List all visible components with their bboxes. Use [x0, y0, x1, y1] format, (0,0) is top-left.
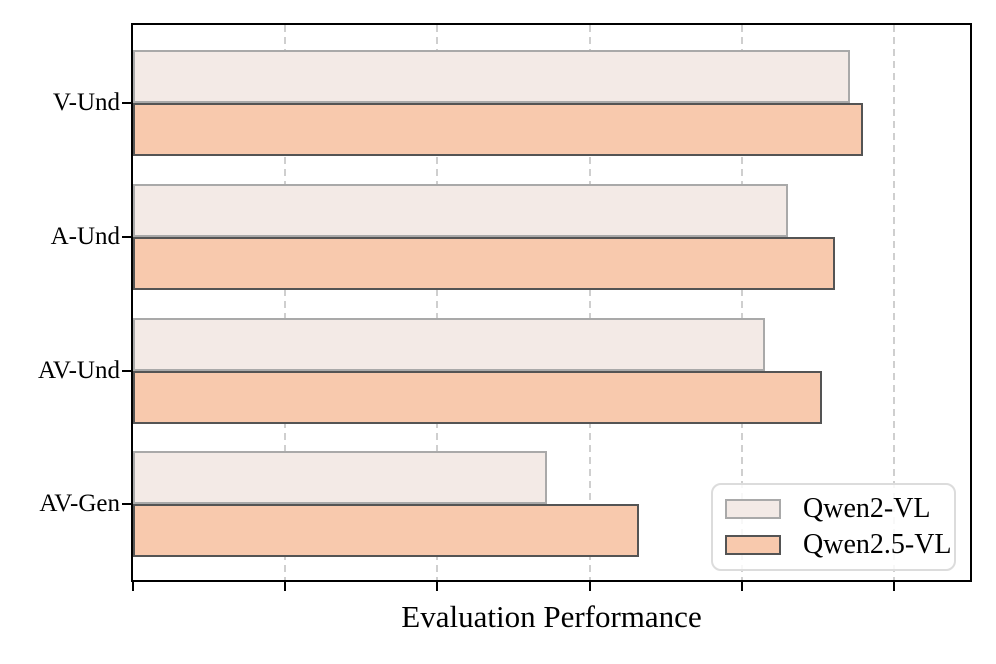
legend-swatch-qwen2-vl — [725, 499, 781, 519]
legend-label-qwen2-5-vl: Qwen2.5-VL — [803, 529, 952, 560]
legend-swatch-qwen2-5-vl — [725, 535, 781, 555]
gridline-x-80 — [740, 25, 743, 580]
bar-a-und-qwen2-5-vl — [133, 237, 835, 290]
y-tick-av-und — [122, 370, 131, 372]
bar-v-und-qwen2-5-vl — [133, 103, 863, 156]
legend: Qwen2-VL Qwen2.5-VL — [711, 483, 956, 571]
legend-label-qwen2-vl: Qwen2-VL — [803, 493, 931, 524]
bar-av-gen-qwen2-5-vl — [133, 504, 639, 557]
y-tick-label-av-gen: AV-Gen — [39, 490, 120, 517]
x-tick-40 — [436, 582, 439, 591]
y-tick-a-und — [122, 236, 131, 238]
bar-av-gen-qwen2-vl — [133, 451, 547, 504]
gridline-x-40 — [436, 25, 439, 580]
bar-a-und-qwen2-vl — [133, 184, 788, 237]
x-tick-60 — [588, 582, 591, 591]
gridline-x-20 — [284, 25, 287, 580]
x-tick-100 — [892, 582, 895, 591]
legend-item-qwen2-vl: Qwen2-VL — [725, 495, 944, 523]
bar-av-und-qwen2-vl — [133, 318, 765, 371]
y-tick-av-gen — [122, 503, 131, 505]
x-tick-80 — [740, 582, 743, 591]
y-tick-v-und — [122, 102, 131, 104]
y-tick-label-a-und: A-Und — [50, 223, 120, 250]
x-tick-20 — [284, 582, 287, 591]
gridline-x-60 — [588, 25, 591, 580]
bar-av-und-qwen2-5-vl — [133, 371, 822, 424]
legend-item-qwen2-5-vl: Qwen2.5-VL — [725, 531, 952, 559]
gridline-x-100 — [892, 25, 895, 580]
x-axis-title: Evaluation Performance — [401, 599, 702, 634]
y-tick-label-v-und: V-Und — [52, 89, 120, 116]
y-tick-label-av-und: AV-Und — [38, 357, 120, 384]
x-tick-0 — [132, 582, 134, 591]
bar-v-und-qwen2-vl — [133, 50, 850, 103]
plot-area — [131, 23, 972, 582]
